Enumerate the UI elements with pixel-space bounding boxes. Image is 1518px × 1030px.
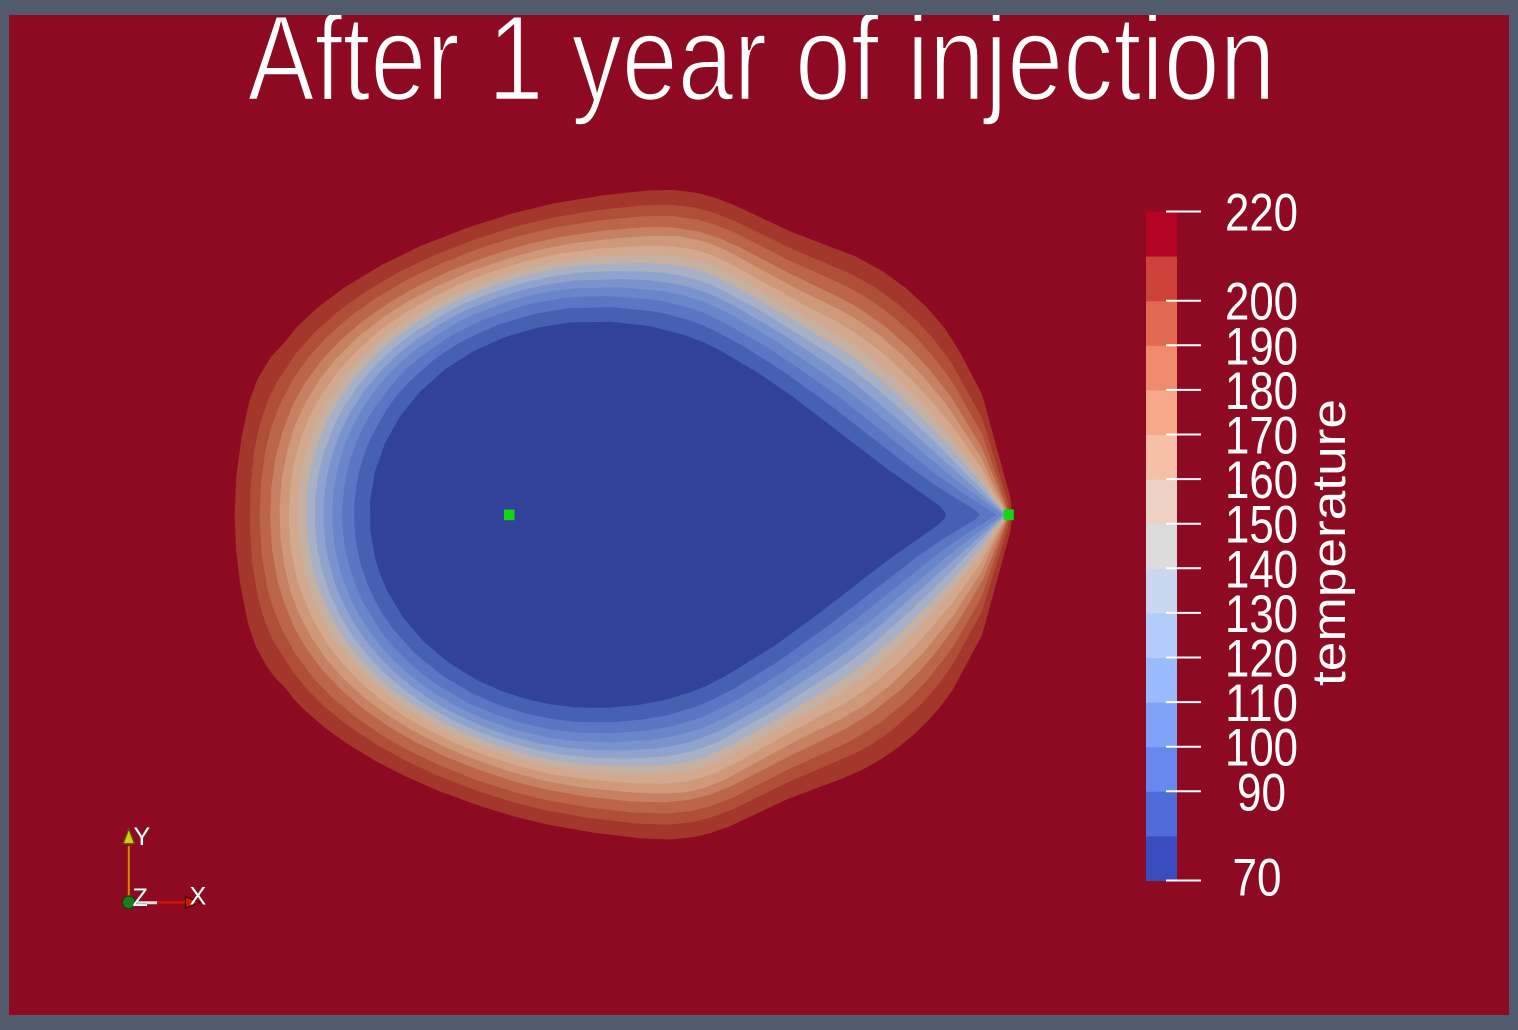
svg-text:70: 70 [1233,849,1282,908]
svg-text:temperature: temperature [1302,399,1355,686]
svg-text:After 1 year of injection: After 1 year of injection [248,15,1276,126]
svg-text:220: 220 [1225,184,1298,243]
svg-text:130: 130 [1225,585,1298,644]
svg-text:170: 170 [1225,407,1298,466]
svg-text:180: 180 [1225,362,1298,421]
svg-text:200: 200 [1225,273,1298,332]
svg-text:150: 150 [1225,496,1298,555]
svg-text:Z: Z [133,884,148,912]
svg-text:190: 190 [1225,317,1298,376]
svg-text:100: 100 [1225,719,1298,778]
svg-text:110: 110 [1225,674,1298,733]
svg-text:160: 160 [1225,451,1298,510]
svg-text:120: 120 [1225,630,1298,689]
svg-text:Y: Y [134,823,151,851]
svg-text:90: 90 [1237,763,1286,822]
svg-text:X: X [190,883,207,911]
svg-text:140: 140 [1225,540,1298,599]
